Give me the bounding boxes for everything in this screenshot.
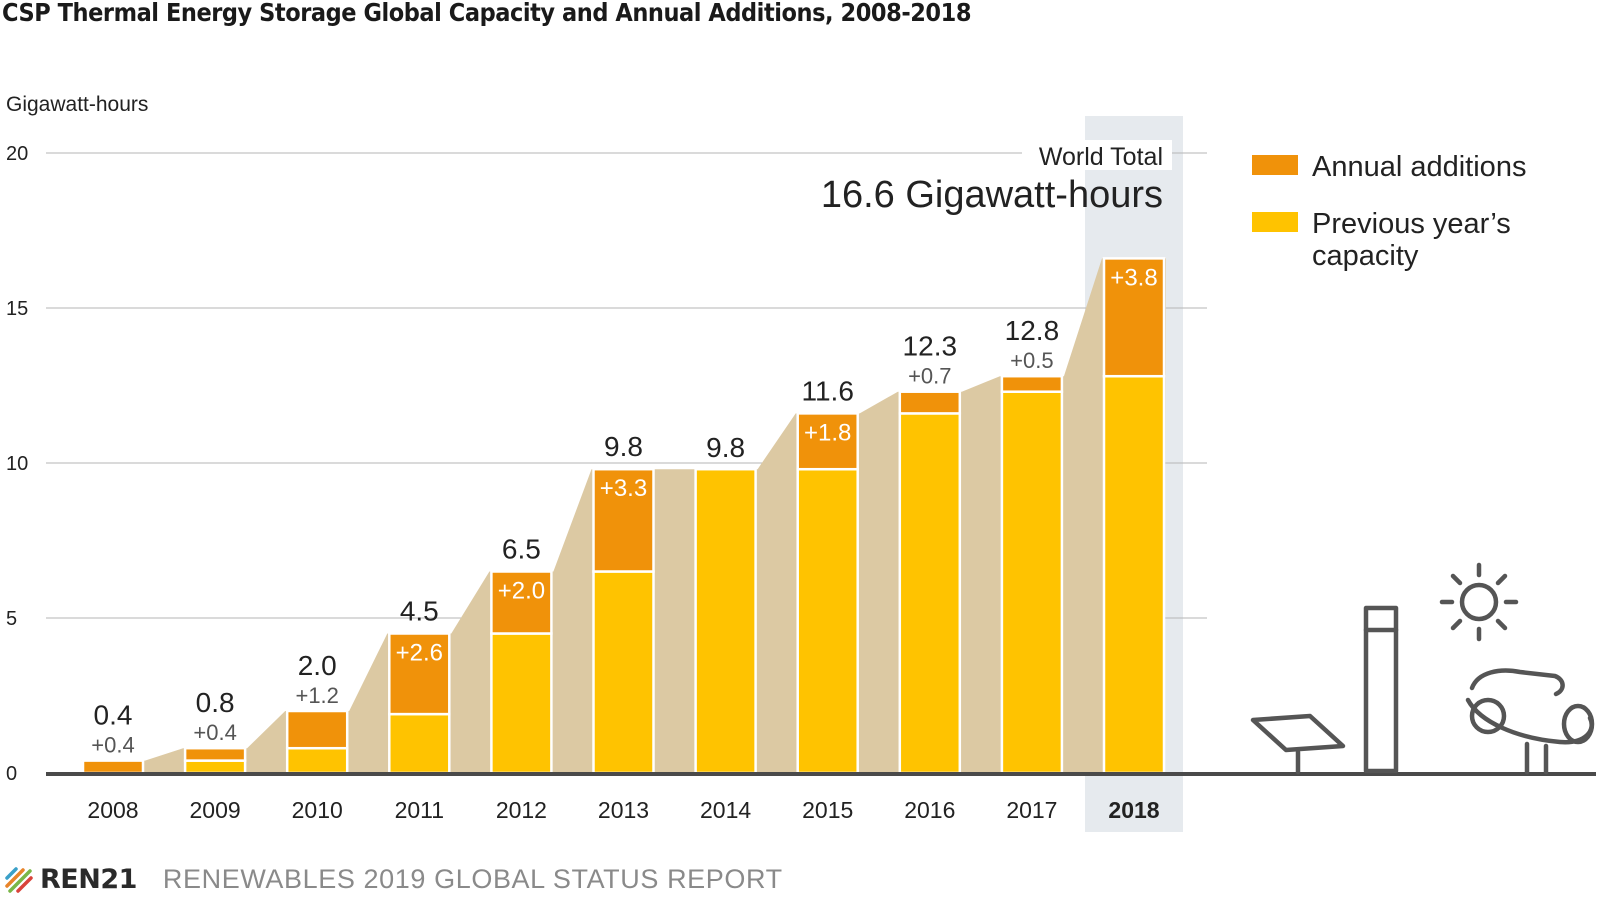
total-label: 12.8 — [1005, 315, 1060, 346]
addition-label: +1.2 — [295, 683, 338, 708]
heliostat-icon — [1250, 713, 1346, 775]
bar-annual-addition — [388, 632, 451, 716]
total-label: 6.5 — [502, 534, 541, 565]
bar-annual-addition — [796, 412, 859, 471]
bar-annual-addition — [1000, 374, 1064, 393]
bar-previous-capacity — [592, 570, 655, 775]
bar-annual-addition — [898, 390, 962, 415]
x-tick-label: 2016 — [904, 797, 955, 823]
parabolic-trough-icon — [1465, 668, 1595, 775]
y-tick-label: 5 — [6, 608, 17, 630]
bar-previous-capacity — [388, 712, 451, 775]
sun-icon — [1439, 562, 1519, 642]
bar-previous-capacity — [183, 759, 247, 775]
legend-swatch-previous-capacity — [1252, 212, 1298, 232]
bar-annual-addition — [1102, 257, 1166, 378]
addition-label: +3.3 — [600, 475, 647, 502]
y-tick-label: 15 — [6, 298, 28, 320]
total-label: 4.5 — [400, 596, 439, 627]
addition-label: +1.8 — [804, 419, 851, 446]
addition-label: +3.8 — [1110, 264, 1157, 291]
ren21-logo-text: REN21 — [40, 863, 137, 895]
x-tick-label: 2010 — [292, 797, 343, 823]
x-tick-label: 2014 — [700, 797, 751, 823]
solar-tower-icon — [1363, 605, 1399, 774]
legend-label-annual-additions: Annual additions — [1312, 151, 1526, 183]
x-tick-label: 2009 — [190, 797, 241, 823]
x-tick-label: 2018 — [1108, 797, 1159, 823]
annotation-backdrop — [1022, 140, 1172, 170]
x-tick-label: 2011 — [395, 797, 444, 823]
total-label: 11.6 — [801, 375, 853, 406]
total-label: 12.3 — [903, 331, 958, 362]
total-label: 2.0 — [298, 650, 337, 681]
legend-swatch-annual-additions — [1252, 155, 1298, 175]
addition-label: +0.4 — [91, 733, 134, 758]
bar-annual-addition — [285, 709, 349, 750]
y-tick-label: 10 — [6, 453, 28, 475]
addition-label: +0.7 — [908, 364, 951, 389]
bar-previous-capacity — [490, 632, 553, 775]
addition-label: +2.6 — [396, 640, 443, 667]
x-tick-label: 2015 — [802, 797, 853, 823]
footer: REN21 RENEWABLES 2019 GLOBAL STATUS REPO… — [0, 862, 782, 896]
bar-annual-addition — [183, 746, 247, 762]
y-tick-label: 20 — [6, 143, 28, 165]
bar-annual-addition — [592, 467, 655, 573]
total-label: 9.8 — [706, 432, 745, 463]
chart-title: CSP Thermal Energy Storage Global Capaci… — [2, 0, 972, 27]
ren21-logo: REN21 — [4, 864, 137, 895]
addition-label: +0.5 — [1010, 348, 1053, 373]
total-label: 0.8 — [196, 687, 235, 718]
world-total-label: World Total — [1039, 143, 1163, 171]
x-tick-label: 2012 — [496, 797, 547, 823]
addition-label: +0.4 — [193, 720, 236, 745]
x-tick-label: 2013 — [598, 797, 649, 823]
x-tick-label: 2017 — [1006, 797, 1057, 823]
bar-previous-capacity — [285, 746, 349, 775]
bar-previous-capacity — [1000, 390, 1064, 775]
bar-previous-capacity — [796, 467, 859, 775]
bar-annual-addition — [490, 570, 553, 635]
report-name: RENEWABLES 2019 GLOBAL STATUS REPORT — [162, 863, 783, 894]
total-label: 9.8 — [604, 431, 643, 462]
x-tick-label: 2008 — [87, 797, 138, 823]
bar-annual-addition — [81, 759, 145, 775]
bar-previous-capacity — [694, 467, 757, 775]
legend-label-previous-capacity: Previous year’s capacity — [1312, 208, 1511, 272]
bar-previous-capacity — [898, 412, 962, 775]
y-tick-label: 0 — [6, 763, 17, 785]
total-label: 0.4 — [94, 700, 133, 731]
y-axis-label: Gigawatt-hours — [6, 93, 148, 116]
ren21-mark-icon — [5, 867, 33, 893]
csp-plant-illustration — [1250, 562, 1595, 775]
bar-previous-capacity — [1102, 374, 1166, 775]
world-total-value: 16.6 Gigawatt-hours — [821, 174, 1163, 216]
addition-label: +2.0 — [498, 578, 545, 605]
